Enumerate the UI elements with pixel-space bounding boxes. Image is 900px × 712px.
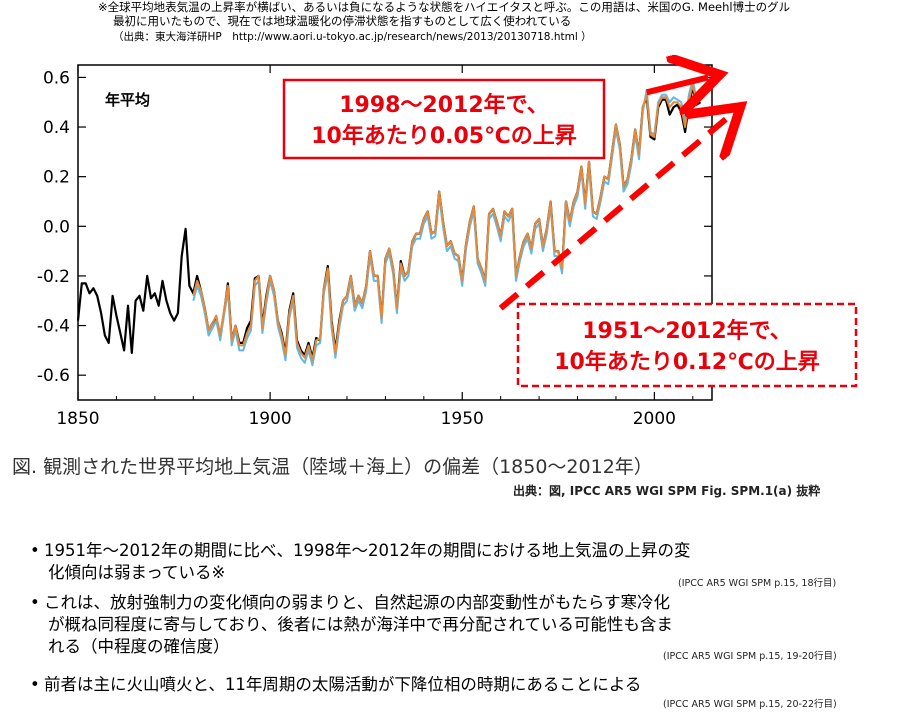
y-tick-label: -0.6 (37, 366, 70, 386)
x-tick-label: 1900 (248, 409, 291, 429)
bullet-item-3: • 前者は主に火山噴火と、11年周期の太陽活動が下降位相の時期にあることによる (30, 674, 641, 696)
bullet-1-line2: 化傾向は弱まっている※ (48, 563, 226, 582)
y-tick-label: 0.4 (43, 118, 70, 138)
bullet-2-line2: が概ね同程度に寄与しており、後者には熱が海洋中で再分配されている可能性も含ま (48, 615, 673, 634)
y-tick-label: -0.2 (37, 267, 70, 287)
bullet-3-reference: (IPCC AR5 WGⅠ SPM p.15, 20-22行目) (663, 699, 837, 710)
bullet-1-line1: 1951年〜2012年の期間に比べ、1998年〜2012年の期間における地上気温… (44, 541, 691, 560)
bullet-2-reference: (IPCC AR5 WGⅠ SPM p.15, 19-20行目) (663, 651, 837, 662)
bullet-3-line1: 前者は主に火山噴火と、11年周期の太陽活動が下降位相の時期にあることによる (44, 675, 642, 694)
bullet-dot: • (30, 593, 40, 612)
series-line-3 (192, 83, 702, 362)
trend-arrow-longterm (498, 115, 732, 311)
annotation-box-longterm: 1951〜2012年で、 10年あたり0.12℃の上昇 (516, 302, 858, 388)
bullet-item-2: • これは、放射強制力の変化傾向の弱まりと、自然起源の内部変動性がもたらす寒冷化 … (30, 592, 673, 658)
plot-frame (77, 64, 713, 401)
bullet-dot: • (30, 541, 40, 560)
bullet-2-line3: れる（中程度の確信度） (48, 637, 230, 656)
annotation-longterm-line1: 1951〜2012年で、 (582, 318, 792, 344)
x-tick-label: 2000 (633, 409, 676, 429)
bullet-1-reference: (IPCC AR5 WGⅠ SPM p.15, 18行目) (678, 578, 837, 589)
bullet-dot: • (30, 675, 40, 694)
annotation-recent-line2: 10年あたり0.05℃の上昇 (311, 123, 577, 149)
figure-caption: 図. 観測された世界平均地上気温（陸域＋海上）の偏差（1850〜2012年） (12, 456, 653, 478)
hiatus-note-line1: ※全球平均地表気温の上昇率が横ばい、あるいは負になるような状態をハイエイタスと呼… (98, 0, 791, 14)
annotation-recent-line1: 1998〜2012年で、 (339, 92, 549, 118)
annotation-longterm-line2: 10年あたり0.12℃の上昇 (554, 349, 820, 375)
y-tick-label: -0.4 (37, 317, 70, 337)
chart-trend-lines (498, 77, 732, 311)
trend-arrow-recent (645, 77, 708, 92)
chart-series (76, 78, 702, 367)
chart-axes: 1850 1900 1950 2000 0.6 0.4 0.2 0.0 -0.2 -0.4 -0.6 (37, 65, 712, 429)
annotation-box-recent: 1998〜2012年で、 10年あたり0.05℃の上昇 (282, 78, 606, 160)
y-tick-label: 0.2 (43, 168, 70, 188)
panel-label: 年平均 (105, 91, 150, 109)
bullet-item-1: • 1951年〜2012年の期間に比べ、1998年〜2012年の期間における地上気… (30, 540, 690, 584)
y-tick-label: 0.0 (43, 217, 70, 237)
x-tick-label: 1850 (56, 409, 99, 429)
figure-source: 出典：図, IPCC AR5 WGⅠ SPM Fig. SPM.1(a) 抜粋 (513, 484, 821, 498)
x-tick-label: 1950 (441, 409, 484, 429)
temperature-anomaly-chart: 1850 1900 1950 2000 0.6 0.4 0.2 0.0 -0.2 -0.4 -0.6… (37, 55, 858, 429)
bullet-2-line1: これは、放射強制力の変化傾向の弱まりと、自然起源の内部変動性がもたらす寒冷化 (44, 593, 671, 612)
hiatus-note-line2: 最初に用いたもので、現在では地球温暖化の停滞状態を指すものとして広く使われている (113, 14, 572, 28)
y-tick-label: 0.6 (43, 68, 70, 88)
hiatus-note-source: （出典：東大海洋研HP http://www.aori.u-tokyo.ac.j… (113, 31, 592, 43)
